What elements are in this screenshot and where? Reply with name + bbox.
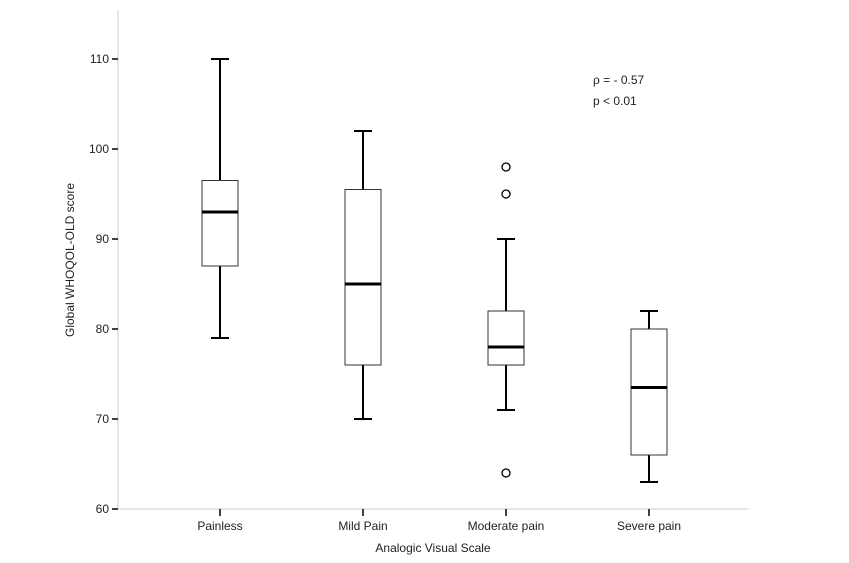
- x-tick-label: Painless: [197, 519, 242, 533]
- y-tick-label: 100: [89, 142, 109, 156]
- box-iqr: [201, 180, 239, 267]
- outlier-point: [501, 189, 511, 199]
- box-iqr: [487, 310, 525, 366]
- y-tick-label: 60: [96, 502, 110, 516]
- box-iqr: [630, 328, 668, 456]
- outlier-point: [501, 162, 511, 172]
- y-tick-label: 70: [96, 412, 110, 426]
- x-tick-label: Severe pain: [617, 519, 681, 533]
- annotation-rho: ρ = - 0.57: [593, 73, 645, 87]
- annotation-p: p < 0.01: [593, 94, 637, 108]
- x-tick-label: Moderate pain: [468, 519, 545, 533]
- y-tick-label: 110: [90, 52, 109, 66]
- y-axis-label: Global WHOQOL-OLD score: [63, 183, 77, 337]
- y-tick-label: 90: [96, 232, 110, 246]
- x-tick-label: Mild Pain: [338, 519, 387, 533]
- x-axis-label: Analogic Visual Scale: [375, 541, 491, 555]
- y-tick-label: 80: [96, 322, 110, 336]
- box-iqr: [344, 189, 382, 366]
- outlier-point: [501, 468, 511, 478]
